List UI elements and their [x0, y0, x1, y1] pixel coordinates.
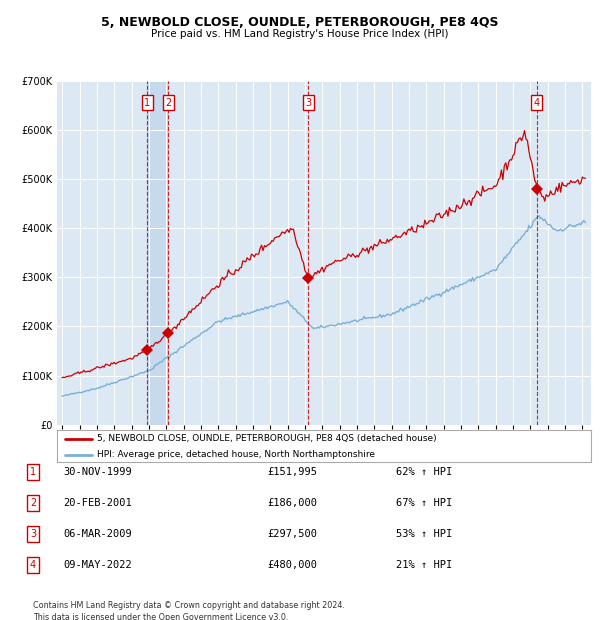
Text: 5, NEWBOLD CLOSE, OUNDLE, PETERBOROUGH, PE8 4QS: 5, NEWBOLD CLOSE, OUNDLE, PETERBOROUGH, …: [101, 16, 499, 29]
Text: 53% ↑ HPI: 53% ↑ HPI: [396, 529, 452, 539]
Text: 06-MAR-2009: 06-MAR-2009: [63, 529, 132, 539]
Text: 1: 1: [145, 98, 151, 108]
Text: 5, NEWBOLD CLOSE, OUNDLE, PETERBOROUGH, PE8 4QS (detached house): 5, NEWBOLD CLOSE, OUNDLE, PETERBOROUGH, …: [97, 434, 437, 443]
Text: 3: 3: [30, 529, 36, 539]
Text: Price paid vs. HM Land Registry's House Price Index (HPI): Price paid vs. HM Land Registry's House …: [151, 29, 449, 39]
Text: £480,000: £480,000: [267, 560, 317, 570]
Text: 2: 2: [166, 98, 172, 108]
Text: 4: 4: [533, 98, 539, 108]
Text: 21% ↑ HPI: 21% ↑ HPI: [396, 560, 452, 570]
Bar: [148, 81, 169, 425]
Text: £186,000: £186,000: [267, 498, 317, 508]
Text: £297,500: £297,500: [267, 529, 317, 539]
Text: 4: 4: [30, 560, 36, 570]
Text: Contains HM Land Registry data © Crown copyright and database right 2024.
This d: Contains HM Land Registry data © Crown c…: [33, 601, 345, 620]
Text: 3: 3: [305, 98, 311, 108]
Text: 30-NOV-1999: 30-NOV-1999: [63, 467, 132, 477]
Text: 2: 2: [30, 498, 36, 508]
Text: 62% ↑ HPI: 62% ↑ HPI: [396, 467, 452, 477]
Text: 09-MAY-2022: 09-MAY-2022: [63, 560, 132, 570]
Text: £151,995: £151,995: [267, 467, 317, 477]
Text: 1: 1: [30, 467, 36, 477]
Text: 20-FEB-2001: 20-FEB-2001: [63, 498, 132, 508]
Text: HPI: Average price, detached house, North Northamptonshire: HPI: Average price, detached house, Nort…: [97, 450, 375, 459]
Text: 67% ↑ HPI: 67% ↑ HPI: [396, 498, 452, 508]
